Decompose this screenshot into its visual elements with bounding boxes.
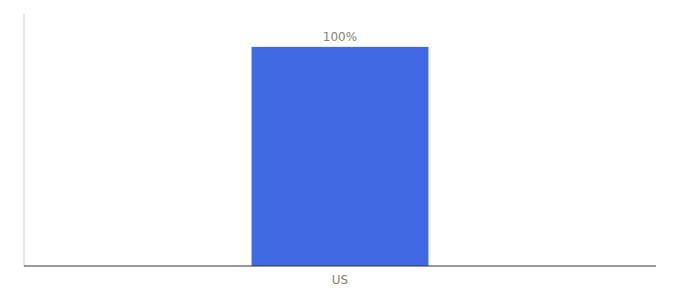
x-axis-line	[24, 266, 656, 267]
x-tick-label: US	[332, 273, 348, 287]
chart-svg: 100% US	[0, 0, 680, 300]
y-axis-line	[24, 14, 25, 266]
bar	[252, 47, 429, 266]
bars	[252, 47, 429, 266]
chart-container: 100% US	[0, 0, 680, 300]
data-label: 100%	[323, 30, 357, 44]
